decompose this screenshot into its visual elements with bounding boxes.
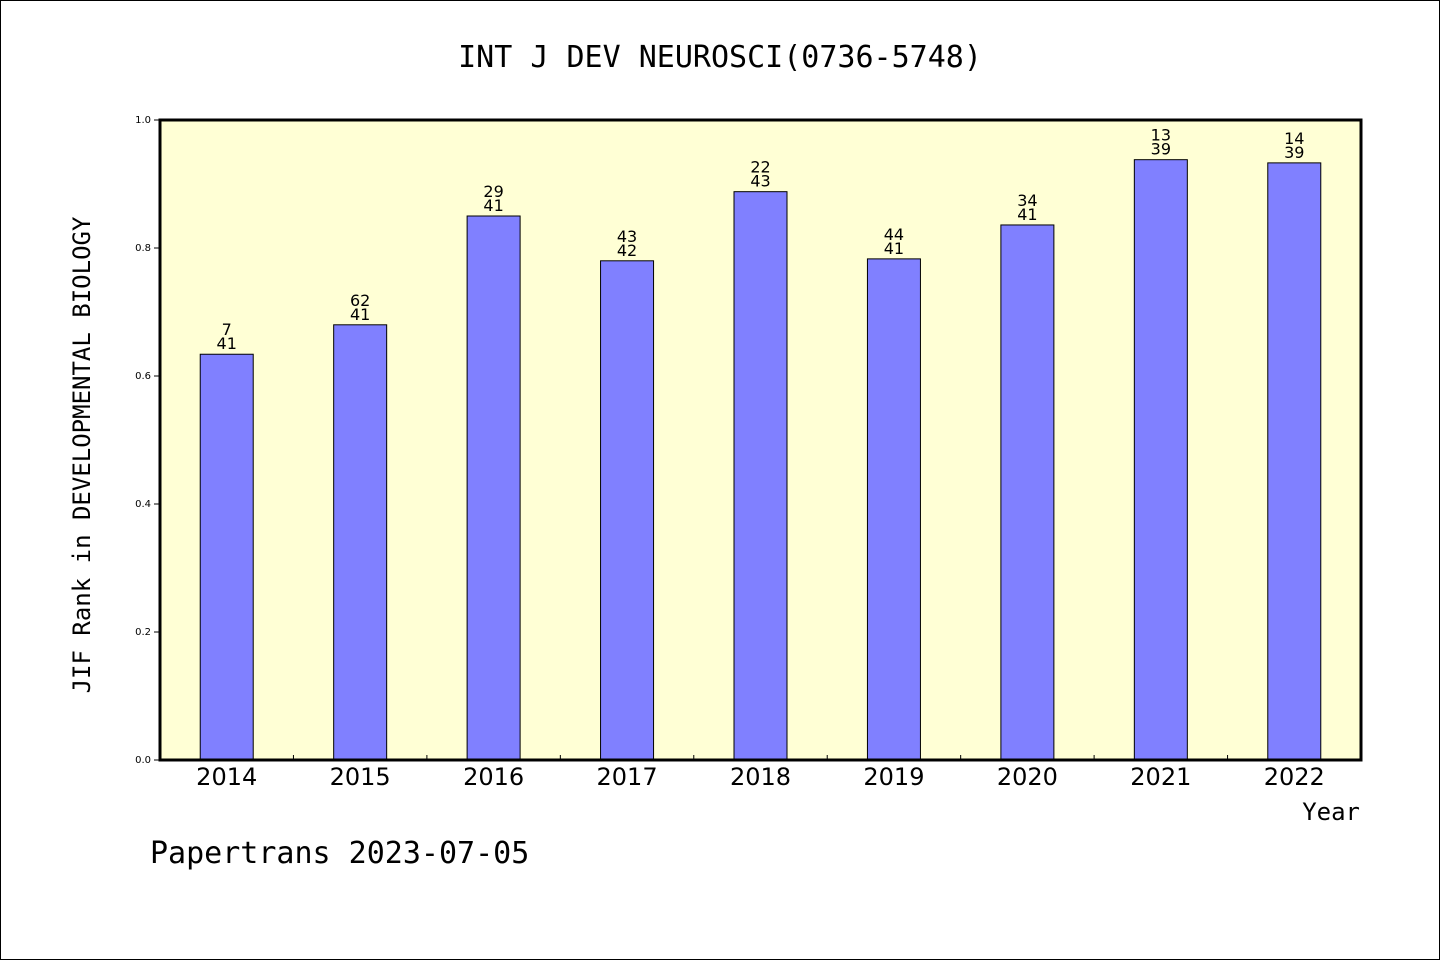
bar-total-label: 41 — [483, 196, 503, 215]
bar-2022 — [1267, 162, 1322, 761]
bar-2014 — [199, 353, 254, 761]
bar-total-label: 39 — [1151, 140, 1171, 159]
bar-2015 — [333, 324, 388, 761]
bar-rank-label: 7 — [222, 320, 232, 339]
x-axis: 2014 2015 2016 2017 2018 2019 2020 2021 2022 — [196, 755, 1325, 791]
bar-2017 — [600, 260, 655, 761]
bar-total-label: 41 — [884, 239, 904, 258]
x-tick-label: 2018 — [730, 763, 791, 791]
bar-2016 — [466, 215, 521, 761]
bar-total-label: 41 — [1017, 205, 1037, 224]
x-tick-label: 2022 — [1264, 763, 1325, 791]
bar-rank-label: 34 — [1017, 191, 1037, 210]
chart-title: INT J DEV NEUROSCI(0736-5748) — [458, 40, 982, 75]
bar-rank-label: 22 — [750, 158, 770, 177]
bar-total-label: 42 — [617, 241, 637, 260]
bar-total-label: 39 — [1284, 143, 1304, 162]
bar-2018 — [733, 191, 788, 761]
x-tick-label: 2019 — [863, 763, 924, 791]
bar-2019 — [866, 258, 921, 761]
bar-rank-label: 62 — [350, 291, 370, 310]
x-tick-label: 2017 — [597, 763, 658, 791]
y-tick-label: 1.0 — [135, 115, 151, 126]
y-axis: 0.0 0.2 0.4 0.6 0.8 1.0 — [135, 115, 160, 766]
bar-rank-label: 13 — [1151, 126, 1171, 145]
x-tick-label: 2014 — [196, 763, 257, 791]
bar-rank-label: 29 — [483, 182, 503, 201]
y-tick-label: 0.0 — [135, 755, 151, 766]
y-tick-label: 0.2 — [135, 627, 151, 638]
y-tick-label: 0.6 — [135, 371, 151, 382]
bar-rank-label: 14 — [1284, 129, 1304, 148]
bar-2021 — [1133, 159, 1188, 761]
y-tick-label: 0.4 — [135, 499, 151, 510]
x-tick-label: 2020 — [997, 763, 1058, 791]
bars-group — [199, 159, 1322, 761]
bar-rank-label: 44 — [884, 225, 904, 244]
x-tick-label: 2021 — [1130, 763, 1191, 791]
plot-border — [158, 118, 1363, 762]
y-tick-label: 0.8 — [135, 243, 151, 254]
bar-rank-label: 43 — [617, 227, 637, 246]
x-tick-label: 2016 — [463, 763, 524, 791]
x-axis-label: Year — [1302, 798, 1360, 826]
watermark-text: Papertrans 2023-07-05 — [150, 836, 529, 871]
bar-total-label: 41 — [217, 334, 237, 353]
y-axis-label: JIF Rank in DEVELOPMENTAL BIOLOGY — [68, 216, 96, 693]
bar-total-label: 43 — [750, 172, 770, 191]
x-tick-label: 2015 — [330, 763, 391, 791]
bar-2020 — [1000, 224, 1055, 761]
bar-total-label: 41 — [350, 305, 370, 324]
